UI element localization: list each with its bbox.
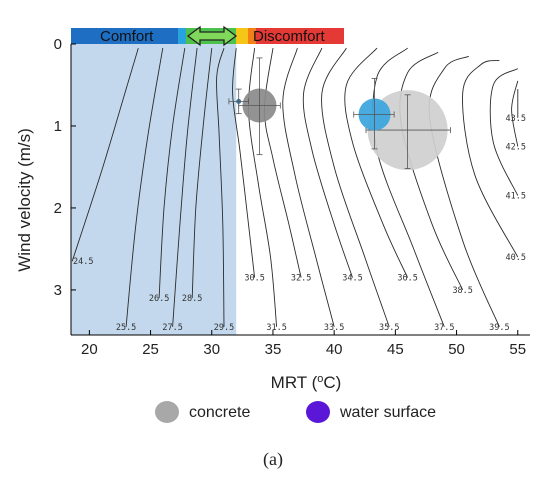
x-tick-label: 45 [387, 341, 404, 358]
x-axis-title: MRT (oC) [271, 373, 342, 392]
contour-label: 37.5 [434, 323, 454, 333]
band-segment [71, 28, 178, 44]
y-axis-title: Wind velocity (m/s) [15, 128, 34, 272]
contour-line [232, 48, 256, 278]
x-tick-label: 30 [203, 341, 220, 358]
contour-line [372, 47, 445, 327]
discomfort-label: Discomfort [253, 28, 326, 45]
contour-label: 36.5 [397, 274, 417, 284]
contour-label: 43.5 [506, 114, 526, 124]
legend-label: water surface [339, 404, 436, 421]
contour-line [511, 80, 519, 147]
contour-line [321, 47, 390, 327]
legend-marker [155, 401, 179, 423]
contour-label: 35.5 [379, 323, 399, 333]
x-tick-label: 40 [326, 341, 343, 358]
contour-label: 31.5 [266, 323, 286, 333]
x-tick-label: 55 [509, 341, 526, 358]
contour-label: 26.5 [149, 294, 169, 304]
contour-line [191, 48, 213, 299]
comfort-region [71, 44, 237, 335]
contour-label: 28.5 [182, 294, 202, 304]
legend-label: concrete [189, 404, 250, 421]
contour-line [172, 48, 198, 327]
contour-label: 38.5 [452, 286, 472, 296]
band-segment [236, 28, 248, 44]
contour-line [462, 59, 519, 258]
x-tick-label: 35 [265, 341, 282, 358]
contour-line [282, 47, 335, 327]
y-tick-label: 1 [54, 118, 62, 135]
legend-marker [306, 401, 330, 423]
y-tick-label: 3 [54, 282, 62, 299]
band-segment [178, 28, 186, 44]
contour-label: 24.5 [73, 257, 93, 267]
y-tick-label: 2 [54, 200, 62, 217]
contour-line [302, 47, 353, 278]
contour-label: 29.5 [214, 323, 234, 333]
caption: (a) [263, 449, 283, 470]
contour-label: 33.5 [324, 323, 344, 333]
contour-label: 30.5 [244, 274, 264, 284]
contour-line [216, 47, 225, 327]
double-arrow-icon [186, 25, 238, 47]
contour-line [399, 51, 464, 291]
contour-line [71, 47, 139, 262]
contour-line [263, 48, 302, 278]
band-segment [248, 28, 256, 44]
comfort-label: Comfort [100, 28, 154, 45]
contour-label: 34.5 [342, 274, 362, 284]
contour-label: 25.5 [116, 323, 136, 333]
x-tick-label: 20 [81, 341, 98, 358]
contour-line [125, 48, 164, 327]
contour-label: 41.5 [506, 192, 526, 202]
contour-line [344, 47, 409, 278]
contour-label: 27.5 [162, 323, 182, 333]
contour-label: 39.5 [489, 323, 509, 333]
contour-label: 32.5 [291, 274, 311, 284]
x-tick-label: 50 [448, 341, 465, 358]
y-tick-label: 0 [54, 36, 62, 53]
contour-line [158, 48, 186, 299]
band-segment [256, 28, 344, 44]
contour-label: 42.5 [506, 142, 526, 152]
contour-line [489, 68, 519, 196]
x-tick-label: 25 [142, 341, 159, 358]
contour-label: 40.5 [506, 253, 526, 263]
